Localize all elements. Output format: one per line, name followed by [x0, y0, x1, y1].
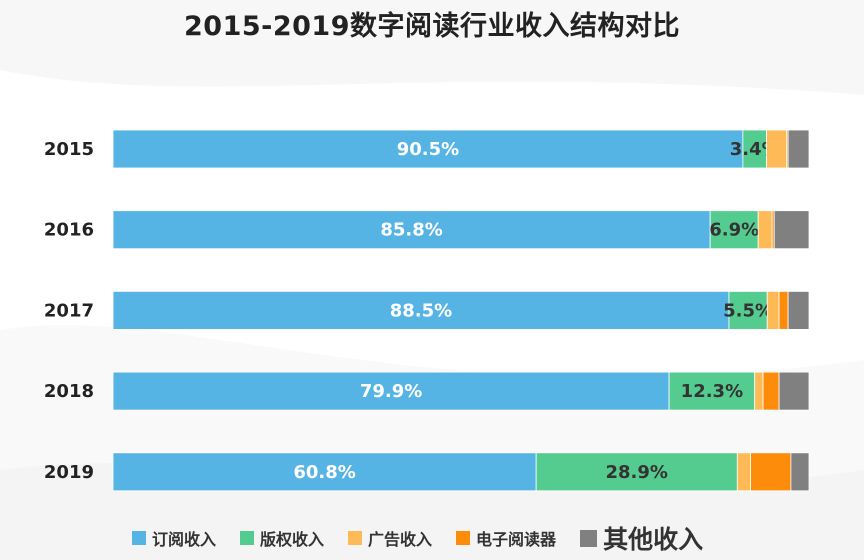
legend-item-4: 电子阅读器 [456, 526, 556, 550]
category-label-2019: 2019 [44, 462, 94, 483]
legend-swatch [456, 531, 471, 545]
data-label-2019-2: 28.9% [606, 462, 668, 483]
bar-segment-2018-2 [668, 371, 756, 411]
bar-segment-2018-5 [778, 371, 810, 411]
legend-item-1: 订阅收入 [132, 526, 216, 550]
data-label-2019-1: 60.8% [293, 462, 355, 483]
bar-segment-2016-1 [112, 210, 711, 250]
legend-label: 电子阅读器 [476, 530, 557, 549]
data-label-2017-1: 88.5% [390, 300, 452, 321]
category-label-2018: 2018 [44, 381, 94, 402]
legend-item-2: 版权收入 [240, 526, 324, 550]
bar-segment-2016-3 [757, 210, 773, 250]
bar-segment-2018-1 [112, 371, 670, 411]
legend-swatch [348, 531, 363, 545]
bar-segment-2019-5 [790, 452, 810, 492]
legend-swatch [240, 531, 255, 545]
category-label-2015: 2015 [44, 139, 94, 160]
legend-swatch [132, 531, 146, 545]
bar-segment-2017-5 [787, 290, 810, 330]
bar-segment-2019-1 [112, 452, 537, 492]
bar-segment-2017-3 [766, 290, 780, 330]
chart-title: 2015-2019数字阅读行业收入结构对比 [184, 11, 680, 42]
legend-swatch [580, 529, 598, 547]
category-label-2017: 2017 [44, 300, 94, 321]
data-label-2016-2: 6.9% [709, 220, 759, 241]
bar-segment-2019-2 [535, 452, 738, 492]
legend-label: 版权收入 [260, 530, 325, 549]
bar-segment-2018-3 [754, 371, 764, 411]
bar-segment-2016-2 [709, 210, 759, 250]
legend-label: 广告收入 [368, 530, 433, 549]
data-label-2018-1: 79.9% [360, 381, 422, 402]
bar-segment-2015-3 [766, 129, 788, 169]
category-label-2016: 2016 [44, 220, 94, 241]
bar-segment-2017-1 [112, 290, 730, 330]
bar-segment-2015-5 [787, 129, 810, 169]
data-label-2017-2: 5.5% [723, 300, 773, 321]
bar-segment-2019-3 [736, 452, 751, 492]
bar-segment-2019-4 [750, 452, 792, 492]
legend-item-5: 其他收入 [580, 520, 703, 556]
legend-label: 订阅收入 [152, 530, 217, 549]
bar-segment-2016-5 [773, 210, 810, 250]
legend-label: 其他收入 [603, 525, 704, 554]
legend-item-3: 广告收入 [348, 526, 432, 550]
bar-segment-2018-4 [762, 371, 780, 411]
data-label-2018-2: 12.3% [681, 381, 743, 402]
bar-segment-2017-4 [778, 290, 789, 330]
bar-segment-2015-1 [112, 129, 744, 169]
data-label-2016-1: 85.8% [380, 220, 442, 241]
bar-segment-2017-2 [728, 290, 768, 330]
chart-legend: 订阅收入 版权收入 广告收入 电子阅读器 其他收入 [132, 521, 727, 555]
data-label-2015-1: 90.5% [397, 139, 459, 160]
